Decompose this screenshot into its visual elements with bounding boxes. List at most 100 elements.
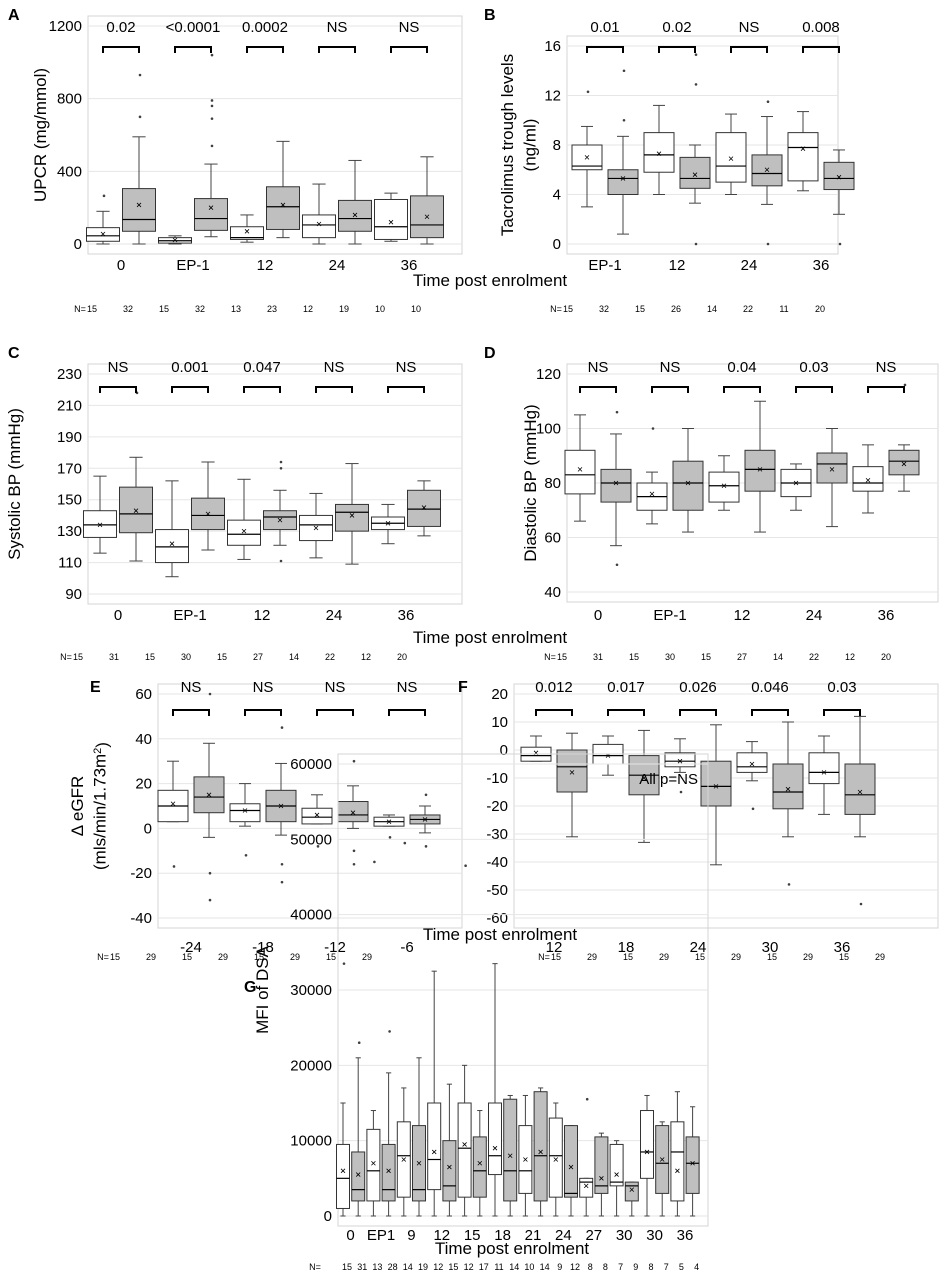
- y-tick-label: 190: [57, 429, 82, 446]
- n-count: 30: [181, 652, 191, 662]
- n-count: 15: [629, 652, 639, 662]
- n-count: 14: [403, 1262, 413, 1272]
- pvalue-bracket: [244, 709, 282, 716]
- mean-marker: [477, 1160, 483, 1166]
- box-iqr: [548, 1117, 563, 1198]
- n-count: 15: [254, 952, 264, 962]
- panel-c: C 90 110 130 150 170 190 210 230 0 EP-1 12 24 36 NS 0.0…: [5, 345, 567, 662]
- mean-marker: [172, 237, 178, 243]
- mean-marker: [800, 146, 806, 151]
- outlier-point: [172, 865, 176, 868]
- y-tick-label: 150: [57, 492, 82, 509]
- n-count: 29: [875, 952, 885, 962]
- x-tick-label: 0: [346, 1227, 354, 1244]
- pvalue-bracket: [586, 46, 624, 53]
- outlier-point: [279, 559, 283, 563]
- y-tick-label: 8: [553, 137, 561, 154]
- outlier-point: [210, 117, 214, 120]
- outlier-point: [208, 692, 212, 696]
- outlier-point: [586, 90, 590, 94]
- n-count: 14: [773, 652, 783, 662]
- n-label: N=: [544, 652, 556, 662]
- box-iqr: [844, 763, 876, 815]
- mean-marker: [507, 1153, 513, 1159]
- plot-border: [87, 15, 463, 255]
- n-count: 32: [599, 304, 609, 314]
- outlier-point: [373, 860, 376, 864]
- n-count: 15: [767, 952, 777, 962]
- x-tick-label: 27: [585, 1227, 602, 1244]
- pvalue-label: NS: [324, 359, 345, 376]
- box-iqr: [672, 460, 704, 511]
- n-count: 20: [881, 652, 891, 662]
- n-count: 23: [267, 304, 277, 314]
- box-iqr: [708, 471, 740, 503]
- n-count: 10: [375, 304, 385, 314]
- pvalue-label: 0.01: [590, 19, 619, 36]
- mean-marker: [421, 505, 427, 510]
- outlier-point: [464, 864, 467, 867]
- mean-marker: [401, 1157, 407, 1162]
- outlier-point: [210, 53, 214, 57]
- panel-letter: D: [484, 345, 496, 362]
- mean-marker: [523, 1157, 528, 1162]
- x-tick-label: 36: [813, 257, 830, 274]
- mean-marker: [614, 1172, 619, 1177]
- pvalue-label: 0.03: [799, 359, 828, 376]
- outlier-point: [751, 807, 755, 811]
- n-count: 15: [73, 652, 83, 662]
- outlier-point: [903, 383, 907, 387]
- y-tick-label: 16: [544, 38, 561, 55]
- mean-marker: [205, 511, 211, 517]
- outlier-point: [651, 427, 655, 430]
- pvalue-bracket: [607, 709, 645, 716]
- y-tick-label: 0: [74, 236, 82, 253]
- mean-marker: [386, 819, 392, 824]
- pvalue-label: NS: [327, 19, 348, 36]
- box-iqr: [503, 1098, 518, 1202]
- mean-marker: [447, 1164, 452, 1170]
- mean-marker: [385, 521, 391, 526]
- mean-marker: [649, 491, 655, 497]
- y-tick-label: 60: [135, 686, 152, 703]
- y-tick-label: 0: [500, 742, 508, 759]
- outlier-point: [316, 845, 320, 848]
- mean-marker: [462, 1142, 467, 1147]
- y-tick-label: 210: [57, 397, 82, 414]
- mean-marker: [629, 1187, 635, 1192]
- x-tick-label: 12: [254, 607, 271, 624]
- outlier-point: [279, 466, 283, 470]
- mean-marker: [314, 812, 320, 818]
- y-tick-label: 0: [553, 236, 561, 253]
- box-iqr: [715, 132, 747, 183]
- mean-marker: [764, 167, 770, 173]
- panel-a: A 0 400 800 1200 0 EP-1 12 24 36 0.02 <0.0001 0.0002…: [8, 7, 567, 314]
- box-iqr: [556, 749, 588, 793]
- n-count: 29: [803, 952, 813, 962]
- box-iqr: [772, 763, 804, 810]
- box-iqr: [736, 752, 768, 773]
- box-iqr: [337, 801, 369, 823]
- y-tick-label: 20: [491, 686, 508, 703]
- n-count: 32: [123, 304, 133, 314]
- mean-marker: [241, 528, 247, 534]
- box-iqr: [335, 503, 369, 532]
- box-iqr: [594, 1136, 609, 1194]
- n-count: 15: [563, 304, 573, 314]
- n-count: 7: [664, 1262, 669, 1272]
- y-tick-label: 10: [491, 714, 508, 731]
- x-tick-label: 36: [677, 1227, 694, 1244]
- n-count: 15: [326, 952, 336, 962]
- x-tick-label: EP-1: [173, 607, 206, 624]
- mean-marker: [422, 817, 428, 822]
- mean-marker: [599, 1176, 604, 1181]
- pvalue-bracket: [390, 46, 428, 53]
- mean-marker: [133, 508, 139, 513]
- box-iqr: [229, 803, 261, 823]
- y-tick-label: 60000: [290, 756, 332, 773]
- pvalue-bracket: [723, 386, 761, 393]
- x-tick-label: 9: [407, 1227, 415, 1244]
- panel-d: D 40 60 80 100 120 0 EP-1 12 24 36 NS NS 0.04 0.03 NS Di…: [484, 345, 939, 662]
- x-tick-label: 24: [690, 939, 707, 956]
- x-tick-label: -12: [324, 939, 346, 956]
